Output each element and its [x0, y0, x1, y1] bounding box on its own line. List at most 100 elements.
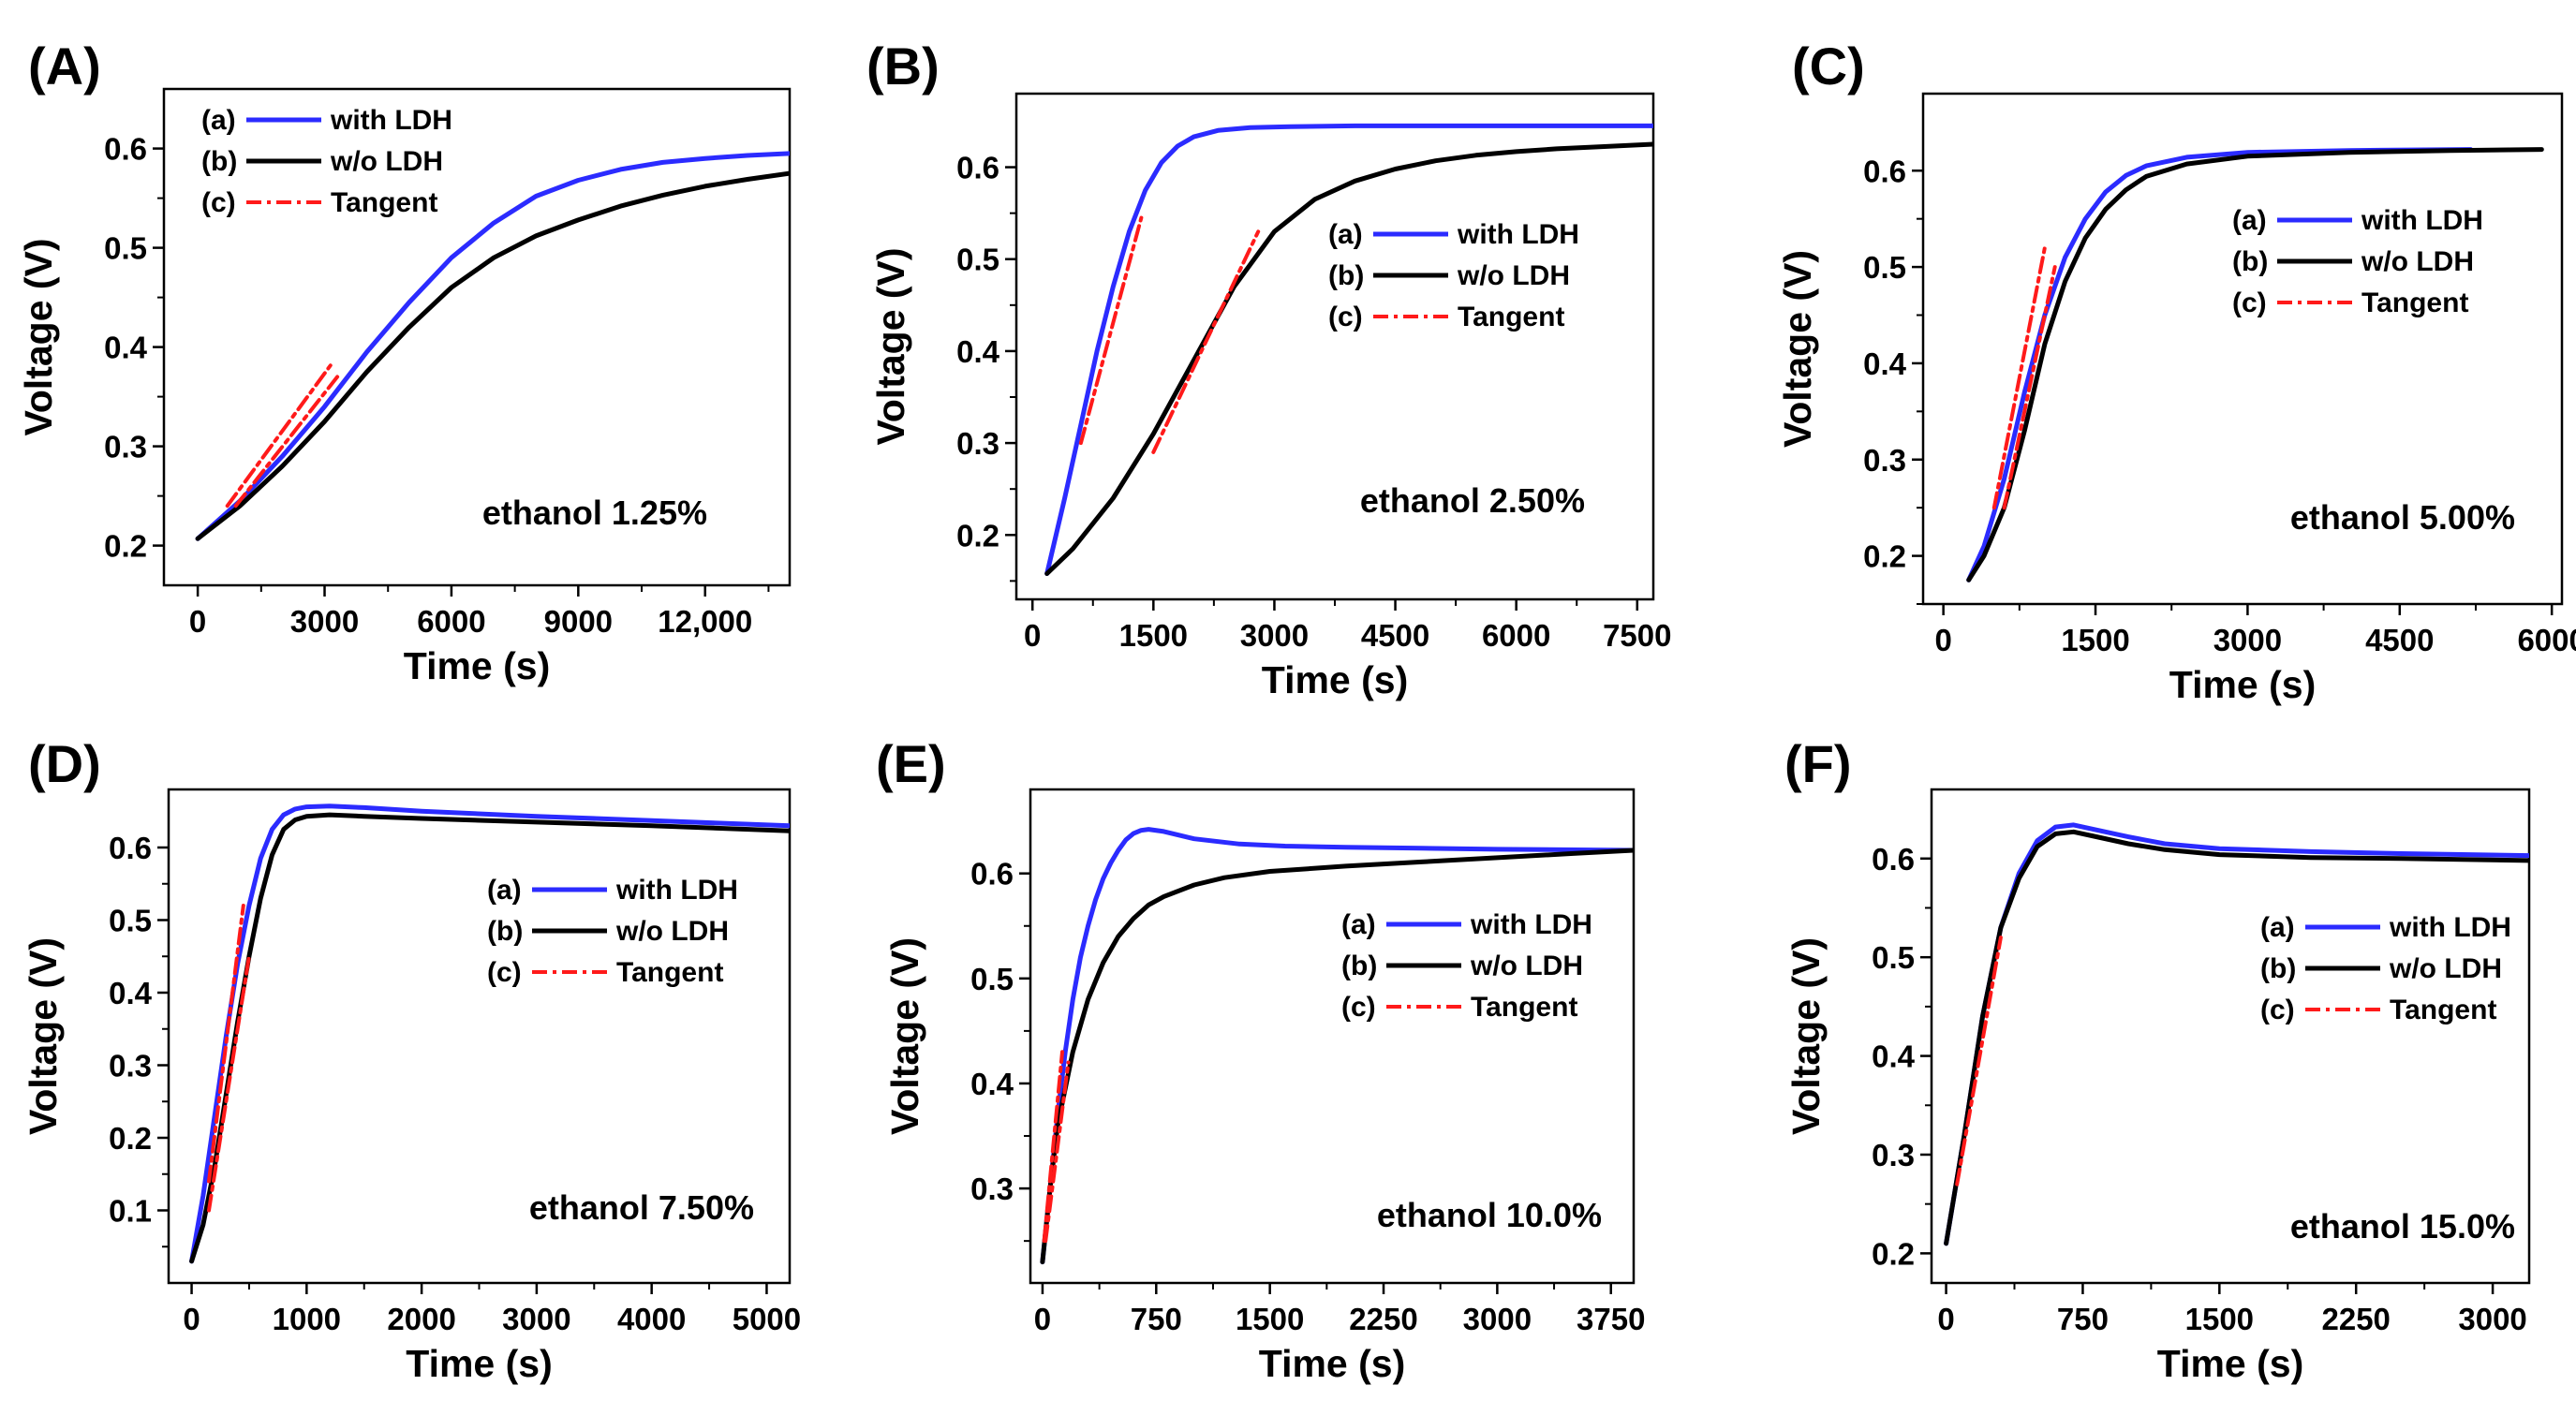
x-tick-label: 9000 — [544, 604, 613, 639]
series-tangent — [207, 954, 251, 1213]
chart-panel-f: (F) 0 750 1500 2250 3000 0.2 0.3 0.4 0.5 0.6 Time (… — [1784, 734, 2531, 1385]
legend-entry: with LDH — [2389, 912, 2511, 943]
legend-marker: (c) — [1328, 302, 1363, 332]
legend-entry: Tangent — [2390, 995, 2496, 1025]
x-tick-label: 3000 — [2458, 1302, 2526, 1336]
legend-marker: (b) — [1341, 951, 1377, 981]
x-axis-label: Time (s) — [1259, 1342, 1405, 1385]
y-tick-label: 0.2 — [1872, 1236, 1915, 1271]
series-with-ldh — [1040, 827, 1634, 1265]
legend-entry: w/o LDH — [330, 146, 443, 177]
y-tick-label: 0.5 — [104, 231, 147, 266]
y-tick-label: 0.3 — [104, 430, 147, 464]
x-tick-label: 1500 — [1119, 618, 1188, 653]
y-tick-label: 0.6 — [104, 132, 147, 167]
x-tick-label: 750 — [2057, 1302, 2109, 1336]
series-tangent — [207, 904, 245, 1184]
x-tick-label: 6000 — [1482, 618, 1550, 653]
ethanol-annotation: ethanol 1.25% — [482, 494, 707, 532]
y-tick-label: 0.6 — [109, 831, 152, 865]
plot-frame — [1014, 92, 1655, 601]
panel-label: (B) — [866, 37, 940, 96]
x-tick-label: 3000 — [1240, 618, 1309, 653]
legend-marker: (a) — [1328, 219, 1363, 250]
legend-entry: with LDH — [1470, 909, 1592, 940]
legend-entry: with LDH — [1457, 219, 1579, 250]
series-tangent — [2002, 265, 2057, 510]
legend-marker: (a) — [487, 875, 522, 906]
x-tick-label: 0 — [1024, 618, 1041, 653]
plot-frame — [1921, 92, 2564, 606]
y-tick-label: 0.5 — [970, 962, 1014, 996]
x-tick-label: 3000 — [290, 604, 359, 639]
series-tangent — [1955, 936, 2003, 1187]
x-tick-label: 2000 — [387, 1302, 455, 1336]
panel-label: (A) — [28, 37, 101, 96]
x-tick-label: 0 — [1937, 1302, 1954, 1336]
y-tick-label: 0.5 — [1863, 250, 1906, 285]
y-axis-label: Voltage (V) — [869, 247, 912, 445]
y-tick-label: 0.3 — [1863, 443, 1906, 478]
y-tick-label: 0.2 — [104, 529, 147, 564]
series-tangent — [1044, 1060, 1071, 1244]
y-axis-label: Voltage (V) — [883, 937, 926, 1135]
x-tick-label: 7500 — [1603, 618, 1671, 653]
x-tick-label: 2250 — [1349, 1302, 1417, 1336]
series-wo-ldh — [1040, 848, 1634, 1265]
x-tick-label: 0 — [189, 604, 206, 639]
legend-marker: (c) — [201, 187, 236, 218]
legend-entry: w/o LDH — [1457, 260, 1570, 291]
x-tick-label: 3750 — [1577, 1302, 1645, 1336]
ethanol-annotation: ethanol 5.00% — [2290, 498, 2515, 537]
chart-panel-b: (B) 0 1500 3000 4500 6000 7500 0.2 0.3 0.4 0.5 0.6 T… — [866, 37, 1671, 701]
legend-entry: w/o LDH — [615, 916, 729, 947]
x-tick-label: 0 — [1034, 1302, 1051, 1336]
y-tick-label: 0.6 — [1863, 154, 1906, 188]
x-tick-label: 3000 — [1463, 1302, 1532, 1336]
series-with-ldh — [1944, 822, 2529, 1246]
y-axis-label: Voltage (V) — [22, 937, 65, 1135]
y-tick-label: 0.4 — [956, 334, 1000, 369]
y-tick-label: 0.4 — [104, 331, 148, 365]
panel-label: (F) — [1784, 734, 1852, 793]
y-tick-label: 0.2 — [109, 1121, 152, 1156]
legend-marker: (a) — [2260, 912, 2295, 943]
x-tick-label: 2250 — [2322, 1302, 2391, 1336]
y-tick-label: 0.4 — [1872, 1039, 1916, 1074]
legend-marker: (b) — [2260, 953, 2296, 984]
series-with-ldh — [195, 151, 790, 541]
series-tangent — [233, 375, 340, 509]
legend-entry: Tangent — [331, 187, 437, 218]
x-tick-label: 4500 — [1361, 618, 1429, 653]
y-tick-label: 0.5 — [1872, 940, 1915, 975]
series-tangent — [225, 360, 335, 509]
series-with-ldh — [1966, 147, 2474, 582]
x-tick-label: 4500 — [2365, 623, 2434, 657]
series-wo-ldh — [195, 170, 790, 541]
series-wo-ldh — [1044, 141, 1653, 576]
x-tick-label: 6000 — [417, 604, 485, 639]
chart-panel-d: (D) 0 1000 2000 3000 4000 5000 0.1 0.2 0.3 0.4 0.5 0… — [22, 734, 801, 1385]
legend-marker: (b) — [2232, 246, 2268, 277]
y-axis-label: Voltage (V) — [1784, 937, 1828, 1135]
legend-entry: with LDH — [2361, 205, 2483, 236]
legend-marker: (a) — [1341, 909, 1376, 940]
series-wo-ldh — [1966, 147, 2544, 582]
chart-panel-a: (A) 0 3000 6000 9000 12,000 0.2 0.3 0.4 0.5 0.6 Tim… — [17, 37, 792, 687]
y-tick-label: 0.3 — [109, 1049, 152, 1083]
y-tick-label: 0.5 — [109, 904, 152, 938]
legend-marker: (b) — [201, 146, 237, 177]
legend-marker: (a) — [201, 105, 236, 136]
y-tick-label: 0.5 — [956, 243, 999, 277]
ethanol-annotation: ethanol 10.0% — [1377, 1196, 1602, 1234]
plot-frame — [1930, 788, 2531, 1285]
panel-label: (C) — [1792, 37, 1865, 96]
series-with-ldh — [1044, 123, 1653, 576]
ethanol-annotation: ethanol 15.0% — [2290, 1207, 2515, 1245]
y-tick-label: 0.3 — [956, 426, 999, 461]
legend-marker: (a) — [2232, 205, 2267, 236]
chart-panel-c: (C) 0 1500 3000 4500 6000 0.2 0.3 0.4 0.5 0.6 Time … — [1776, 37, 2576, 706]
y-tick-label: 0.4 — [109, 976, 153, 1010]
x-tick-label: 3000 — [2213, 623, 2282, 657]
